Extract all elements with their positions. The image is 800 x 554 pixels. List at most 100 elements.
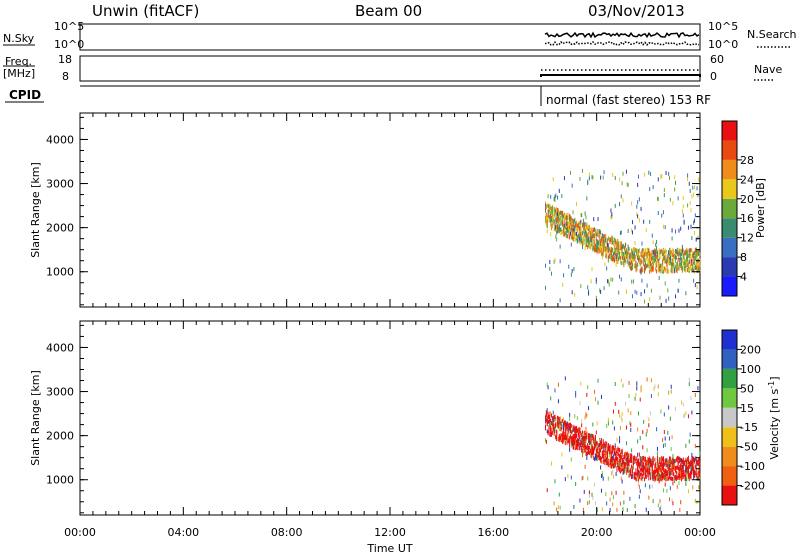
scatter-cell xyxy=(545,215,546,220)
scatter-cell xyxy=(693,470,695,475)
scatter-cell xyxy=(681,460,683,465)
scatter-cell xyxy=(693,474,695,479)
scatter-cell xyxy=(627,467,629,472)
scatter-cell xyxy=(565,224,567,229)
scatter-cell xyxy=(584,246,586,251)
scatter-cell xyxy=(563,212,565,217)
y-tick-label: 1000 xyxy=(46,266,74,279)
scatter-cell xyxy=(576,235,578,240)
scatter-cell xyxy=(602,175,604,180)
scatter-cell xyxy=(553,219,555,224)
scatter-cell xyxy=(596,239,598,244)
scatter-cell xyxy=(620,378,622,383)
scatter-cell xyxy=(622,507,624,512)
scatter-cell xyxy=(641,267,643,272)
scatter-cell xyxy=(591,245,593,250)
scatter-cell xyxy=(694,471,696,476)
scatter-cell xyxy=(689,474,691,479)
scatter-cell xyxy=(598,451,600,456)
scatter-cell xyxy=(617,463,619,468)
scatter-cell xyxy=(686,465,688,470)
scatter-cell xyxy=(655,249,657,254)
scatter-cell xyxy=(545,424,546,429)
scatter-cell xyxy=(621,252,623,257)
scatter-cell xyxy=(662,458,664,463)
scatter-cell xyxy=(608,449,610,454)
scatter-cell xyxy=(618,256,620,261)
scatter-cell xyxy=(692,462,694,467)
scatter-cell xyxy=(621,457,623,462)
scatter-cell xyxy=(620,468,622,473)
scatter-cell xyxy=(648,495,650,500)
scatter-cell xyxy=(658,268,660,273)
scatter-cell xyxy=(560,434,562,439)
scatter-cell xyxy=(617,452,619,457)
scatter-cell xyxy=(598,453,600,458)
scatter-cell xyxy=(610,461,612,466)
scatter-cell xyxy=(598,250,600,255)
scatter-cell xyxy=(550,194,552,199)
scatter-cell xyxy=(621,449,623,454)
scatter-cell xyxy=(671,265,673,270)
scatter-cell xyxy=(613,445,615,450)
scatter-cell xyxy=(545,439,547,444)
scatter-cell xyxy=(650,288,652,293)
scatter-cell xyxy=(614,248,616,253)
scatter-cell xyxy=(552,423,554,428)
scatter-cell xyxy=(632,247,634,252)
scatter-cell xyxy=(693,260,695,265)
scatter-cell xyxy=(622,171,624,176)
scatter-cell xyxy=(632,279,634,284)
scatter-cell xyxy=(553,417,555,422)
scatter-cell xyxy=(673,472,675,477)
scatter-cell xyxy=(604,244,606,249)
scatter-cell xyxy=(662,488,664,493)
scatter-cell xyxy=(666,269,668,274)
scatter-cell xyxy=(593,242,595,247)
scatter-cell xyxy=(698,267,700,272)
scatter-cell xyxy=(616,256,618,261)
scatter-cell xyxy=(606,444,608,449)
scatter-cell xyxy=(547,415,549,420)
scatter-cell xyxy=(695,456,697,461)
scatter-cell xyxy=(651,266,653,271)
scatter-cell xyxy=(656,239,658,244)
scatter-cell xyxy=(690,265,692,270)
scatter-cell xyxy=(687,253,689,258)
scatter-cell xyxy=(648,423,650,428)
scatter-cell xyxy=(546,422,548,427)
scatter-cell xyxy=(608,237,610,242)
scatter-cell xyxy=(659,507,661,512)
scatter-cell xyxy=(547,203,549,208)
power-colorbar-tick-label: 20 xyxy=(740,193,754,206)
velocity-scatter xyxy=(545,376,701,513)
scatter-cell xyxy=(693,475,695,480)
scatter-cell xyxy=(681,250,683,255)
scatter-cell xyxy=(656,476,658,481)
scatter-cell xyxy=(632,465,634,470)
scatter-cell xyxy=(553,501,555,506)
scatter-cell xyxy=(634,255,636,260)
scatter-cell xyxy=(551,223,553,228)
scatter-cell xyxy=(668,464,670,469)
scatter-cell xyxy=(675,475,677,480)
scatter-cell xyxy=(692,267,694,272)
scatter-cell xyxy=(573,445,575,450)
scatter-cell xyxy=(654,475,656,480)
scatter-cell xyxy=(562,222,564,227)
scatter-cell xyxy=(613,237,615,242)
scatter-cell xyxy=(693,218,695,223)
scatter-cell xyxy=(573,427,575,432)
scatter-cell xyxy=(658,261,660,266)
scatter-cell xyxy=(557,399,559,404)
scatter-cell xyxy=(698,457,700,462)
scatter-cell xyxy=(672,454,674,459)
scatter-cell xyxy=(593,450,595,455)
scatter-cell xyxy=(656,196,658,201)
scatter-cell xyxy=(588,440,590,445)
power-colorbar-segment xyxy=(722,121,737,141)
scatter-cell xyxy=(615,490,617,495)
scatter-cell xyxy=(646,460,648,465)
scatter-cell xyxy=(605,441,607,446)
scatter-cell xyxy=(569,447,571,452)
